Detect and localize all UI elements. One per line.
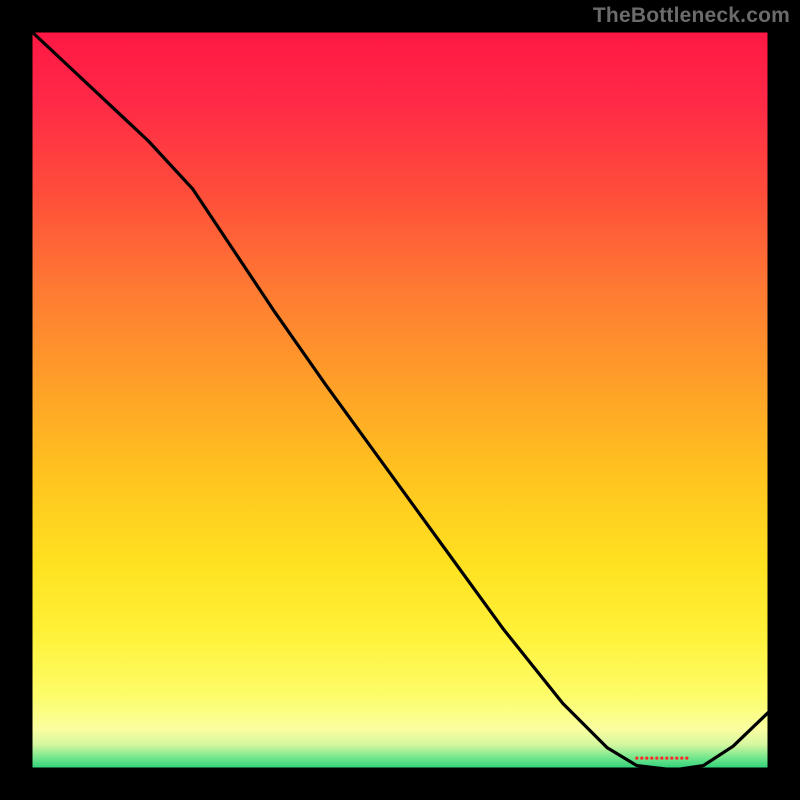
chart-wrapper: TheBottleneck.com [0,0,800,800]
watermark-label: TheBottleneck.com [593,4,790,28]
bottleneck-chart [0,0,800,800]
plot-background [30,30,770,770]
